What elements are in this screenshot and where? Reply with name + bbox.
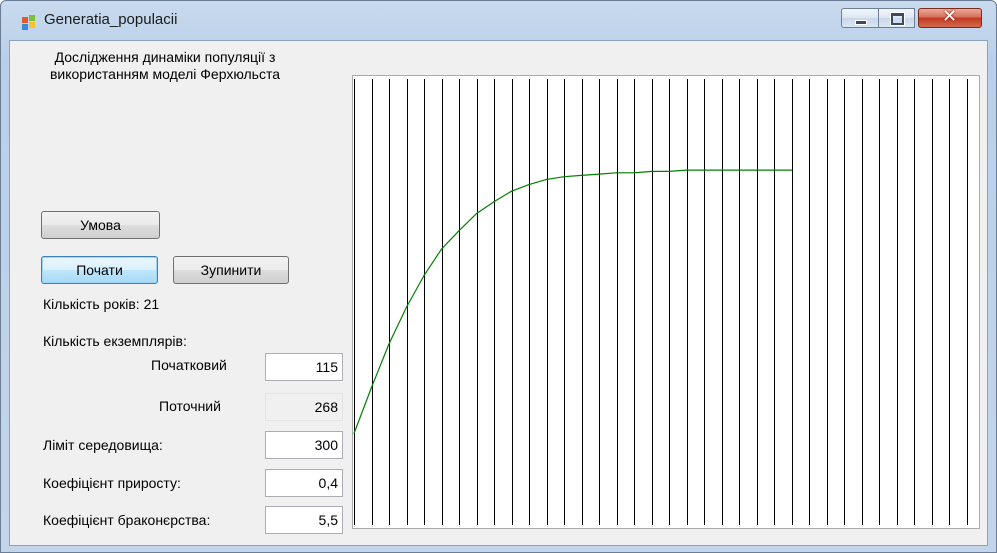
population-data-point (388, 343, 390, 345)
current-output: 268 (265, 393, 343, 421)
minimize-button[interactable] (841, 8, 879, 28)
maximize-icon (891, 13, 904, 25)
population-data-point (685, 169, 688, 171)
poaching-label: Коефіцієнт браконєрства: (43, 512, 211, 528)
population-data-point (703, 169, 705, 171)
population-data-point (493, 201, 495, 203)
years-label: Кількість років: 21 (43, 296, 160, 312)
population-data-point (773, 169, 775, 171)
population-data-point (790, 169, 793, 171)
current-label: Поточний (159, 398, 221, 414)
population-data-point (423, 274, 425, 277)
window-title: Generatia_populacii (44, 11, 178, 28)
population-chart (352, 75, 980, 529)
population-data-point (440, 248, 443, 250)
population-data-point (563, 176, 565, 178)
population-data-point (580, 174, 583, 176)
population-data-point (720, 169, 723, 171)
chart-background (352, 75, 980, 529)
population-data-point (475, 212, 478, 215)
instances-label: Кількість екземплярів: (43, 333, 187, 349)
close-icon: ✕ (942, 6, 958, 27)
stop-button[interactable]: Зупинити (173, 256, 289, 284)
app-window-icon (22, 15, 36, 30)
limit-label: Ліміт середовища: (43, 437, 163, 453)
population-data-point (458, 230, 460, 232)
initial-label: Початковий (151, 357, 227, 373)
population-data-point (755, 169, 758, 171)
condition-button[interactable]: Умова (41, 211, 160, 239)
population-data-point (650, 170, 653, 173)
population-data-point (545, 178, 548, 180)
growth-label: Коефіцієнт приросту: (43, 475, 181, 491)
minimize-icon (855, 20, 867, 25)
limit-input[interactable]: 300 (265, 431, 343, 459)
close-button[interactable]: ✕ (918, 6, 982, 28)
start-button[interactable]: Почати (41, 256, 158, 284)
population-data-point (353, 432, 355, 435)
population-data-point (598, 173, 600, 175)
description-label: Дослідження динаміки популяції з викорис… (49, 49, 281, 82)
poaching-input[interactable]: 5,5 (265, 506, 343, 534)
population-data-point (633, 172, 635, 174)
population-data-point (405, 306, 408, 308)
population-data-point (528, 184, 530, 186)
population-data-point (738, 169, 740, 171)
initial-input[interactable]: 115 (265, 353, 343, 381)
population-data-point (510, 190, 513, 192)
maximize-button[interactable] (878, 8, 915, 28)
population-data-point (615, 172, 618, 174)
population-data-point (370, 386, 373, 388)
title-bar[interactable]: Generatia_populacii ✕ (1, 1, 996, 41)
population-series-line (353, 169, 792, 434)
population-data-point (668, 170, 670, 173)
growth-input[interactable]: 0,4 (265, 469, 343, 497)
